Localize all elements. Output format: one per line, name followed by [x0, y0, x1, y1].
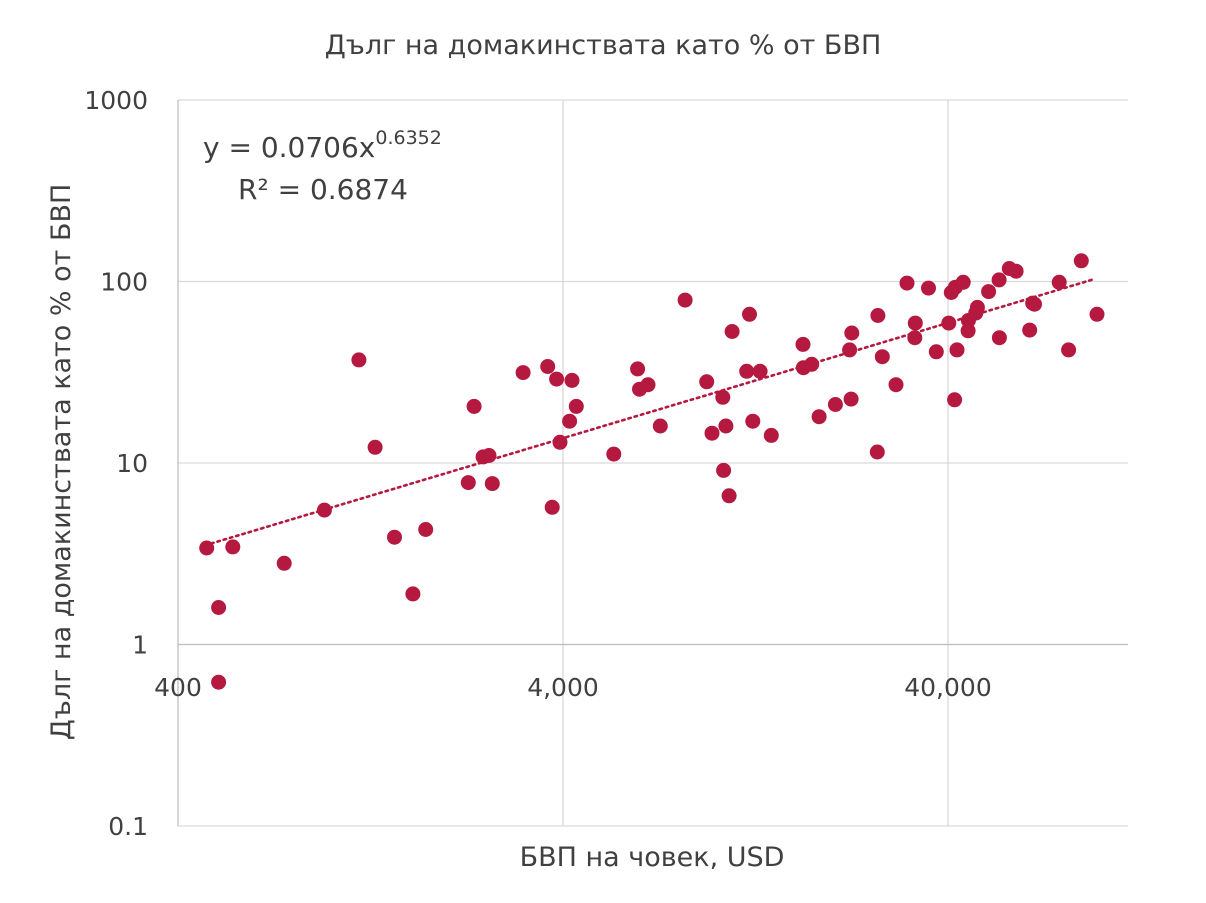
data-point	[481, 448, 497, 463]
data-point	[549, 371, 565, 387]
x-tick-label: 40,000	[904, 673, 991, 702]
data-point	[316, 502, 332, 518]
data-point	[677, 292, 693, 308]
data-point	[804, 356, 820, 372]
data-point	[969, 299, 985, 315]
data-point	[795, 336, 811, 352]
data-point	[981, 284, 997, 300]
trendline-path	[203, 277, 1096, 547]
data-point	[827, 397, 843, 412]
data-point	[225, 539, 241, 555]
x-axis-label: БВП на човек, USD	[520, 842, 785, 873]
data-point	[1061, 342, 1077, 358]
data-point	[544, 499, 560, 515]
data-point	[1022, 322, 1038, 338]
data-point	[724, 324, 740, 339]
tick-labels: 0.1 1 10 100 1000 400 4,000 40,000	[84, 86, 991, 841]
data-point	[418, 522, 434, 537]
equation-base: y = 0.0706x	[203, 131, 375, 164]
y-axis-label: Дълг на домакинствата като % от БВП	[46, 184, 77, 741]
data-point	[715, 389, 731, 405]
data-point	[211, 674, 227, 690]
data-point	[562, 413, 578, 429]
data-point	[907, 330, 923, 346]
data-point	[921, 280, 936, 296]
data-point	[460, 475, 476, 491]
data-point	[466, 398, 482, 414]
data-point	[869, 444, 885, 460]
data-point	[540, 359, 556, 374]
data-point	[1051, 274, 1067, 290]
data-point	[405, 586, 421, 602]
data-point	[739, 363, 755, 379]
equation-exponent: 0.6352	[375, 127, 441, 149]
data-point	[1089, 306, 1105, 322]
data-point	[552, 434, 568, 450]
data-point	[211, 600, 227, 615]
data-point	[699, 374, 715, 390]
data-point	[888, 377, 904, 393]
data-point	[843, 391, 859, 407]
data-point	[949, 342, 965, 358]
y-tick-label: 100	[100, 268, 148, 297]
data-point	[745, 413, 761, 429]
trendline	[203, 277, 1096, 547]
data-point	[721, 488, 737, 504]
data-point	[652, 418, 668, 434]
data-point	[844, 325, 860, 341]
data-point	[752, 363, 768, 379]
data-point	[515, 365, 531, 381]
data-point	[564, 372, 580, 388]
data-point	[716, 462, 732, 478]
y-tick-label: 10	[116, 449, 148, 478]
data-point	[811, 409, 827, 425]
trendline-equation: y = 0.0706x0.6352	[203, 127, 442, 164]
data-point	[907, 315, 923, 331]
data-point	[955, 274, 971, 290]
data-point	[704, 425, 720, 441]
data-point	[276, 555, 292, 571]
data-point	[947, 392, 963, 408]
data-point	[199, 540, 215, 556]
x-tick-label: 4,000	[527, 673, 599, 702]
data-point	[1027, 296, 1042, 312]
data-point	[928, 344, 944, 360]
data-point	[1073, 253, 1089, 269]
data-point	[960, 323, 976, 339]
y-tick-label: 0.1	[108, 812, 148, 841]
data-point	[718, 418, 734, 434]
data-point	[742, 306, 757, 322]
data-point	[941, 315, 957, 331]
data-point	[899, 275, 915, 291]
data-points	[199, 253, 1105, 690]
data-point	[991, 272, 1007, 288]
data-point	[870, 308, 886, 323]
chart-title: Дълг на домакинствата като % от БВП	[325, 30, 882, 61]
y-tick-label: 1000	[84, 86, 148, 115]
y-tick-label: 1	[132, 631, 148, 660]
grid-lines	[178, 99, 1128, 827]
data-point	[763, 427, 779, 443]
data-point	[991, 330, 1007, 346]
data-point	[568, 398, 584, 414]
r-squared-label: R² = 0.6874	[238, 173, 408, 206]
data-point	[1008, 263, 1024, 279]
data-point	[484, 476, 500, 492]
data-point	[367, 439, 383, 455]
data-point	[640, 377, 656, 393]
data-point	[842, 342, 858, 358]
data-point	[874, 349, 890, 365]
data-point	[351, 352, 367, 368]
axes	[177, 100, 1128, 826]
data-point	[387, 529, 402, 545]
x-tick-label: 400	[154, 673, 202, 702]
data-point	[606, 446, 622, 462]
data-point	[630, 361, 646, 377]
